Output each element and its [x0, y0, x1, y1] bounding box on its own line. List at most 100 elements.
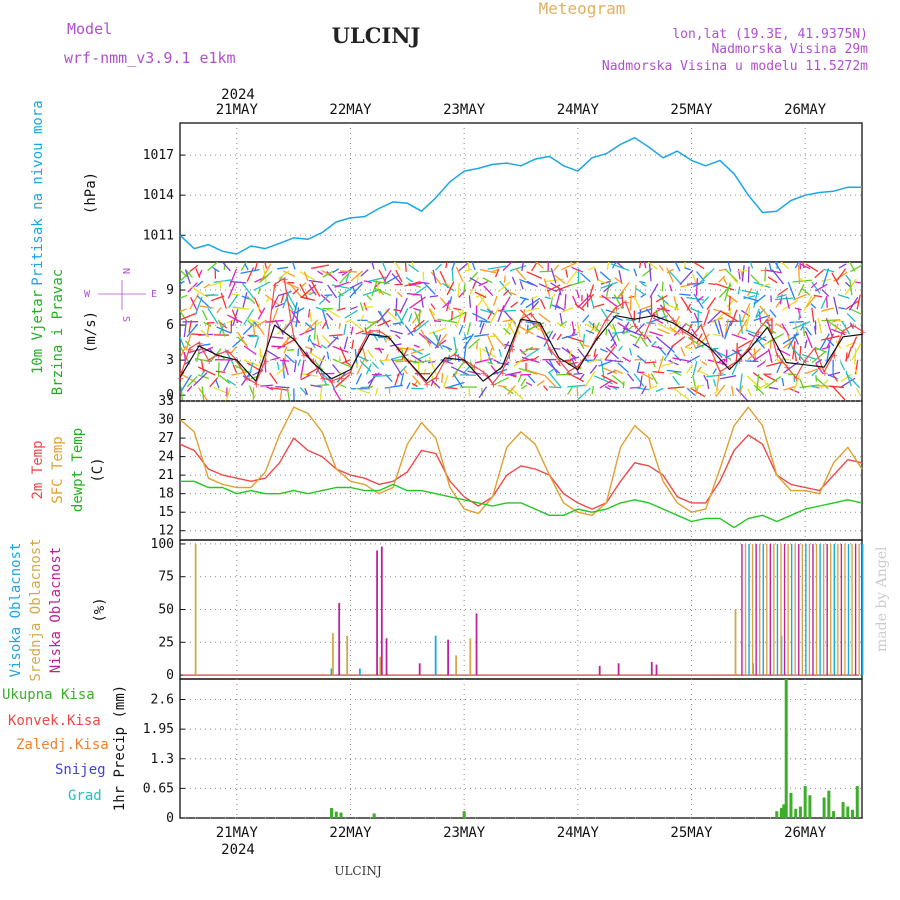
wind-arrow — [351, 320, 367, 334]
wind-arrow — [821, 289, 830, 297]
wind-arrow — [366, 385, 373, 390]
wind-arrow — [412, 375, 421, 386]
overcast-bar — [741, 543, 743, 676]
wind-arrow — [432, 269, 437, 284]
model-label: Model — [67, 20, 112, 38]
wind-arrow — [293, 360, 297, 373]
wind-arrow — [691, 273, 698, 286]
wind-arrow — [782, 299, 799, 311]
wind-arrow — [492, 332, 506, 347]
wind-arrow — [297, 359, 301, 367]
wind-arrow — [640, 282, 647, 287]
y-tick-label: 1017 — [143, 148, 174, 163]
wind-arrow — [430, 303, 436, 310]
wind-arrow — [339, 384, 347, 388]
wind-arrow — [811, 281, 821, 295]
wind-arrow — [319, 387, 323, 400]
y-tick-label: 21 — [158, 468, 174, 483]
wind-arrow — [747, 348, 761, 361]
wind-arrow — [190, 286, 208, 298]
wind-speed-marker: + — [300, 351, 308, 361]
wind-arrow — [517, 374, 523, 383]
wind-arrow — [504, 371, 522, 376]
wind-arrow — [561, 333, 578, 339]
wind-arrow — [749, 262, 754, 269]
wind-arrow — [607, 370, 616, 375]
temp-ylabel-3: dewpt Temp — [70, 428, 86, 512]
wind-arrow — [282, 357, 289, 376]
wind-arrow — [746, 307, 751, 323]
overcast-bar — [798, 543, 800, 676]
wind-arrow — [838, 320, 845, 323]
wind-speed-marker: + — [859, 328, 867, 338]
wind-arrow — [441, 344, 453, 351]
wind-arrow — [655, 336, 672, 350]
wind-arrow — [840, 373, 853, 383]
top-year-label: 2024 — [221, 87, 255, 103]
wind-arrow — [391, 273, 402, 285]
wind-arrow — [638, 309, 642, 323]
wind-arrow — [545, 360, 561, 374]
wind-avg-line — [179, 315, 863, 382]
wind-arrow — [829, 385, 845, 389]
wind-arrow — [565, 335, 585, 343]
wind-arrow — [394, 309, 405, 325]
wind-arrow — [573, 372, 583, 375]
y-tick-label: 0 — [166, 811, 174, 826]
wind-arrow — [395, 297, 398, 317]
wind-arrow — [544, 296, 554, 300]
wind-arrow — [701, 296, 710, 305]
overcast-bar — [773, 543, 775, 676]
y-tick-label: 50 — [158, 603, 174, 618]
wind-arrow — [180, 294, 188, 299]
wind-arrow — [610, 263, 630, 272]
wind-arrow — [476, 342, 478, 350]
wind-arrow — [708, 282, 716, 286]
wind-speed-marker: + — [689, 334, 697, 344]
wind-arrow — [399, 297, 408, 314]
wind-arrow — [248, 362, 254, 378]
wind-arrow — [259, 348, 262, 358]
wind-arrow — [605, 328, 608, 336]
wind-arrow — [376, 308, 391, 324]
wind-arrow — [787, 282, 796, 301]
wind-arrow — [766, 361, 784, 367]
location-text: lon,lat (19.3E, 41.9375N) — [672, 27, 868, 42]
wind-speed-marker: + — [812, 345, 820, 355]
wind-arrow — [321, 334, 331, 345]
wind-arrow — [741, 265, 745, 282]
wind-speed-marker: + — [480, 369, 488, 379]
wind-arrow — [232, 306, 250, 310]
wind-arrow — [394, 373, 400, 386]
wind-arrow — [433, 320, 442, 323]
pressure-unit: (hPa) — [83, 172, 99, 214]
wind-arrow — [768, 386, 779, 390]
wind-arrow — [777, 287, 789, 296]
wind-arrow — [736, 269, 748, 273]
wind-arrow — [417, 358, 420, 375]
low-cloud-bar — [385, 638, 388, 676]
precip-bar — [827, 790, 831, 818]
wind-arrow — [428, 308, 437, 323]
wind-arrow — [398, 308, 409, 326]
wind-arrow — [338, 269, 353, 284]
wind-speed-marker: + — [641, 334, 649, 344]
wind-arrow — [638, 262, 642, 269]
wind-arrow — [213, 386, 228, 394]
wind-speed-marker: + — [556, 357, 564, 367]
wind-arrow — [604, 346, 616, 361]
wind-arrow — [338, 271, 346, 274]
wind-arrow — [716, 374, 720, 391]
wind-arrow — [767, 333, 784, 344]
wind-arrow — [519, 278, 534, 286]
wind-arrow — [739, 385, 744, 394]
wind-arrow — [492, 295, 498, 306]
wind-arrow — [343, 336, 349, 350]
wind-arrow — [253, 281, 271, 291]
wind-arrow — [838, 263, 847, 269]
wind-speed-marker: + — [850, 322, 858, 332]
wind-arrow — [485, 346, 493, 364]
wind-arrow — [365, 363, 372, 375]
wind-arrow — [792, 294, 807, 301]
wind-arrow — [510, 374, 517, 378]
